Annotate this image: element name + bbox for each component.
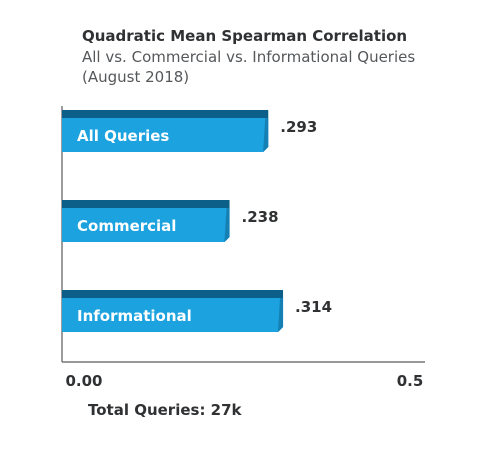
- bar-label-all-queries: All Queries: [77, 127, 169, 145]
- bar-top-commercial: [62, 200, 230, 208]
- bar-label-informational: Informational: [77, 307, 192, 325]
- x-tick-label-min: 0.00: [65, 372, 102, 390]
- value-label-all-queries: .293: [280, 118, 317, 136]
- value-label-commercial: .238: [242, 208, 279, 226]
- bar-side-informational: [278, 298, 284, 332]
- bar-top-all-queries: [62, 110, 269, 118]
- bar-all-queries: [62, 118, 269, 152]
- chart-title: Quadratic Mean Spearman Correlation: [82, 27, 408, 45]
- x-tick-label-max: 0.5: [397, 372, 424, 390]
- bar-commercial: [62, 208, 230, 242]
- bar-side-commercial: [224, 208, 230, 242]
- bar-side-all-queries: [263, 118, 269, 152]
- total-queries-label: Total Queries: 27k: [88, 401, 242, 419]
- chart-subtitle: All vs. Commercial vs. Informational Que…: [82, 48, 416, 86]
- bar-top-informational: [62, 290, 284, 298]
- bar-informational: [62, 298, 284, 332]
- bar-label-commercial: Commercial: [77, 217, 176, 235]
- value-label-informational: .314: [295, 298, 332, 316]
